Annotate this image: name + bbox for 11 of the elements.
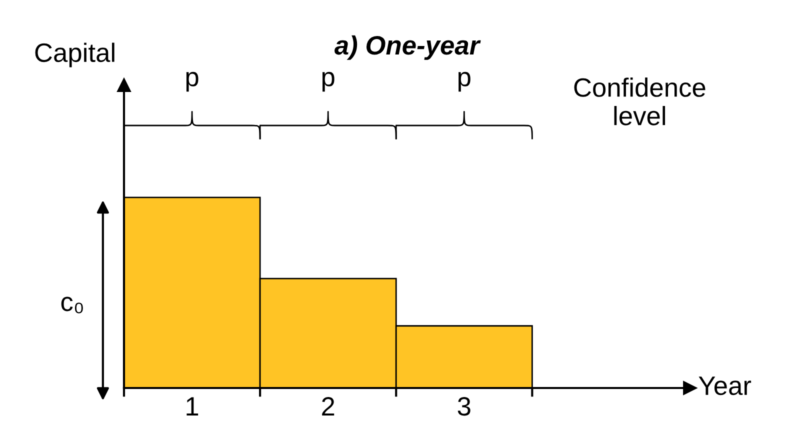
text: Year: [698, 376, 752, 396]
text: c₀: [61, 296, 83, 314]
x-tick-label: 1: [186, 397, 198, 416]
text: p: [458, 72, 470, 92]
text: p: [186, 72, 198, 92]
x-tick-label: 2: [322, 397, 334, 416]
x-tick-label: 3: [458, 397, 470, 416]
y-axis-title: Capital: [35, 42, 114, 68]
chart-title: a) One-year: [334, 35, 481, 60]
text: p: [322, 72, 334, 92]
text: Confidence level: [574, 78, 706, 126]
